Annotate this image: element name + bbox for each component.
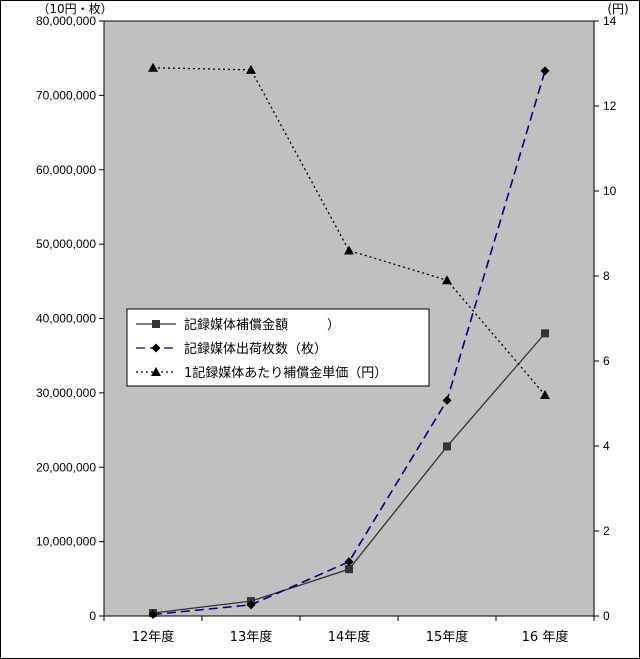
marker-diamond — [344, 557, 354, 567]
legend: 記録媒体補償金額 ） 記録媒体出荷枚数（枚） 1記録媒体あたり補償金単価（円） — [126, 308, 430, 387]
marker-triangle — [246, 64, 256, 74]
legend-label: 記録媒体出荷枚数（枚） — [184, 341, 327, 357]
right-tick-label: 14 — [603, 14, 617, 28]
right-tick-label: 8 — [603, 269, 610, 283]
right-tick-label: 0 — [603, 609, 610, 623]
marker-triangle — [540, 390, 550, 399]
category-labels: 12年度 13年度 14年度 15年度 16 年度 — [103, 616, 595, 645]
category-label: 15年度 — [426, 629, 469, 645]
marker-triangle — [442, 275, 452, 285]
legend-entry-1: 記録媒体補償金額 ） — [136, 317, 340, 333]
series-layer — [148, 62, 550, 620]
right-axis-ticks: 0 2 4 6 8 10 12 14 — [594, 14, 617, 623]
marker-diamond — [442, 395, 452, 405]
legend-box — [126, 308, 430, 387]
marker-diamond — [148, 610, 158, 620]
marker-triangle — [148, 62, 158, 72]
category-label: 16 年度 — [522, 629, 569, 645]
right-tick-label: 4 — [603, 439, 610, 453]
category-label: 14年度 — [328, 629, 371, 645]
series-line — [152, 70, 546, 616]
left-axis-ticks: 0 10,000,000 20,000,000 30,000,000 40,000,00… — [36, 14, 104, 623]
marker-diamond — [151, 343, 161, 353]
right-axis-unit: (円) — [607, 2, 628, 16]
legend-label: 記録媒体補償金額 ） — [184, 317, 340, 333]
left-tick-label: 40,000,000 — [36, 312, 96, 326]
left-tick-label: 70,000,000 — [36, 88, 96, 102]
marker-diamond — [540, 66, 550, 76]
right-tick-label: 12 — [603, 99, 617, 113]
right-tick-label: 6 — [603, 354, 610, 368]
marker-triangle — [344, 245, 354, 255]
marker-square — [443, 442, 451, 451]
marker-square — [541, 329, 549, 338]
left-tick-label: 10,000,000 — [36, 535, 96, 549]
legend-entry-2: 記録媒体出荷枚数（枚） — [136, 341, 327, 357]
left-tick-label: 80,000,000 — [36, 14, 96, 28]
right-tick-label: 2 — [603, 524, 610, 538]
marker-square — [152, 320, 160, 328]
left-tick-label: 0 — [89, 609, 96, 623]
series-2 — [148, 66, 550, 620]
marker-square — [345, 565, 353, 574]
left-tick-label: 20,000,000 — [36, 460, 96, 474]
legend-label: 1記録媒体あたり補償金単価（円） — [184, 365, 387, 381]
series-line — [152, 67, 546, 396]
left-axis-unit: （10円・枚） — [37, 1, 112, 16]
left-tick-label: 60,000,000 — [36, 163, 96, 177]
right-tick-label: 10 — [603, 184, 617, 198]
left-tick-label: 50,000,000 — [36, 237, 96, 251]
left-tick-label: 30,000,000 — [36, 386, 96, 400]
legend-entry-3: 1記録媒体あたり補償金単価（円） — [136, 365, 387, 381]
marker-triangle — [151, 367, 161, 376]
marker-diamond — [246, 600, 256, 610]
category-label: 12年度 — [132, 629, 175, 645]
series-3 — [148, 62, 550, 399]
category-label: 13年度 — [230, 629, 273, 645]
